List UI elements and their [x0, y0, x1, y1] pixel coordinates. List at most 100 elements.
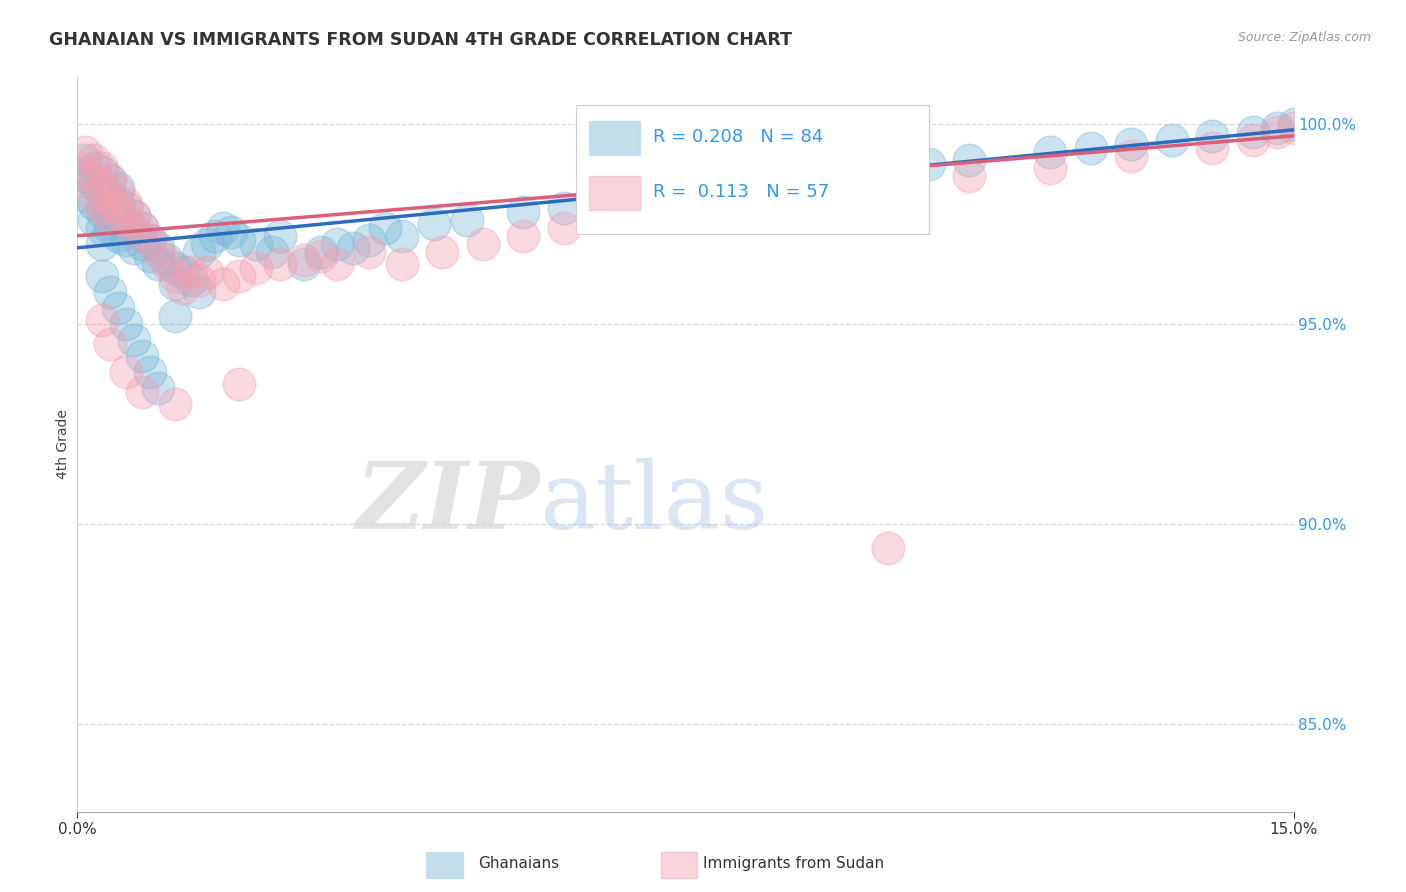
Point — [90, 204, 112, 219]
Point — [98, 173, 121, 187]
Point — [1241, 133, 1264, 147]
Point — [172, 281, 194, 295]
Point — [1201, 128, 1223, 143]
Point — [98, 285, 121, 299]
Point — [796, 173, 818, 187]
Point — [471, 236, 494, 251]
Point — [131, 384, 153, 399]
Point — [75, 169, 97, 183]
Point — [634, 209, 657, 223]
Point — [98, 189, 121, 203]
Point — [423, 217, 446, 231]
Point — [1080, 141, 1102, 155]
Point — [107, 301, 129, 315]
Point — [180, 273, 202, 287]
Point — [90, 165, 112, 179]
Point — [107, 181, 129, 195]
Point — [512, 228, 534, 243]
Point — [131, 236, 153, 251]
Text: ZIP: ZIP — [356, 458, 540, 548]
Point — [122, 209, 145, 223]
Point — [957, 169, 980, 183]
Point — [309, 244, 332, 259]
Text: atlas: atlas — [540, 458, 769, 548]
Point — [228, 376, 250, 391]
FancyBboxPatch shape — [589, 120, 640, 154]
Point — [180, 265, 202, 279]
Point — [98, 336, 121, 351]
Point — [107, 196, 129, 211]
Point — [877, 161, 900, 175]
Point — [512, 204, 534, 219]
Point — [877, 177, 900, 191]
Point — [245, 260, 267, 275]
Point — [195, 236, 218, 251]
Point — [755, 181, 778, 195]
Point — [634, 185, 657, 199]
Point — [1265, 125, 1288, 139]
FancyBboxPatch shape — [576, 105, 929, 234]
Point — [245, 236, 267, 251]
Point — [90, 185, 112, 199]
Point — [269, 228, 291, 243]
Point — [155, 257, 177, 271]
Point — [1241, 125, 1264, 139]
Point — [326, 257, 349, 271]
Point — [204, 228, 226, 243]
Point — [172, 265, 194, 279]
Point — [260, 244, 283, 259]
Point — [98, 209, 121, 223]
Point — [212, 220, 235, 235]
Point — [115, 233, 138, 247]
Point — [122, 241, 145, 255]
Point — [90, 161, 112, 175]
Point — [107, 212, 129, 227]
Point — [107, 228, 129, 243]
Point — [1161, 133, 1184, 147]
Point — [593, 193, 616, 207]
Y-axis label: 4th Grade: 4th Grade — [56, 409, 70, 479]
Point — [131, 349, 153, 363]
Point — [155, 252, 177, 267]
Point — [90, 220, 112, 235]
Point — [148, 241, 170, 255]
Point — [188, 244, 211, 259]
Point — [148, 244, 170, 259]
Point — [115, 201, 138, 215]
Point — [139, 365, 162, 379]
Point — [75, 165, 97, 179]
Point — [269, 257, 291, 271]
Point — [1282, 117, 1305, 131]
Point — [228, 233, 250, 247]
Point — [115, 196, 138, 211]
Point — [83, 153, 105, 167]
Point — [115, 365, 138, 379]
Text: GHANAIAN VS IMMIGRANTS FROM SUDAN 4TH GRADE CORRELATION CHART: GHANAIAN VS IMMIGRANTS FROM SUDAN 4TH GR… — [49, 31, 792, 49]
Point — [83, 196, 105, 211]
Point — [1121, 149, 1143, 163]
Point — [342, 241, 364, 255]
Text: R = 0.208   N = 84: R = 0.208 N = 84 — [652, 128, 823, 146]
Point — [359, 233, 381, 247]
Point — [796, 185, 818, 199]
Point — [714, 196, 737, 211]
Point — [90, 201, 112, 215]
Point — [122, 333, 145, 347]
Point — [98, 193, 121, 207]
Point — [430, 244, 453, 259]
Point — [1039, 161, 1062, 175]
Point — [391, 228, 413, 243]
Point — [918, 157, 941, 171]
Point — [163, 268, 186, 283]
Point — [139, 233, 162, 247]
Point — [957, 153, 980, 167]
Point — [163, 260, 186, 275]
Point — [90, 268, 112, 283]
Point — [212, 277, 235, 291]
Point — [115, 217, 138, 231]
Point — [148, 381, 170, 395]
FancyBboxPatch shape — [589, 176, 640, 210]
Point — [107, 201, 129, 215]
Point — [374, 220, 396, 235]
Point — [148, 257, 170, 271]
